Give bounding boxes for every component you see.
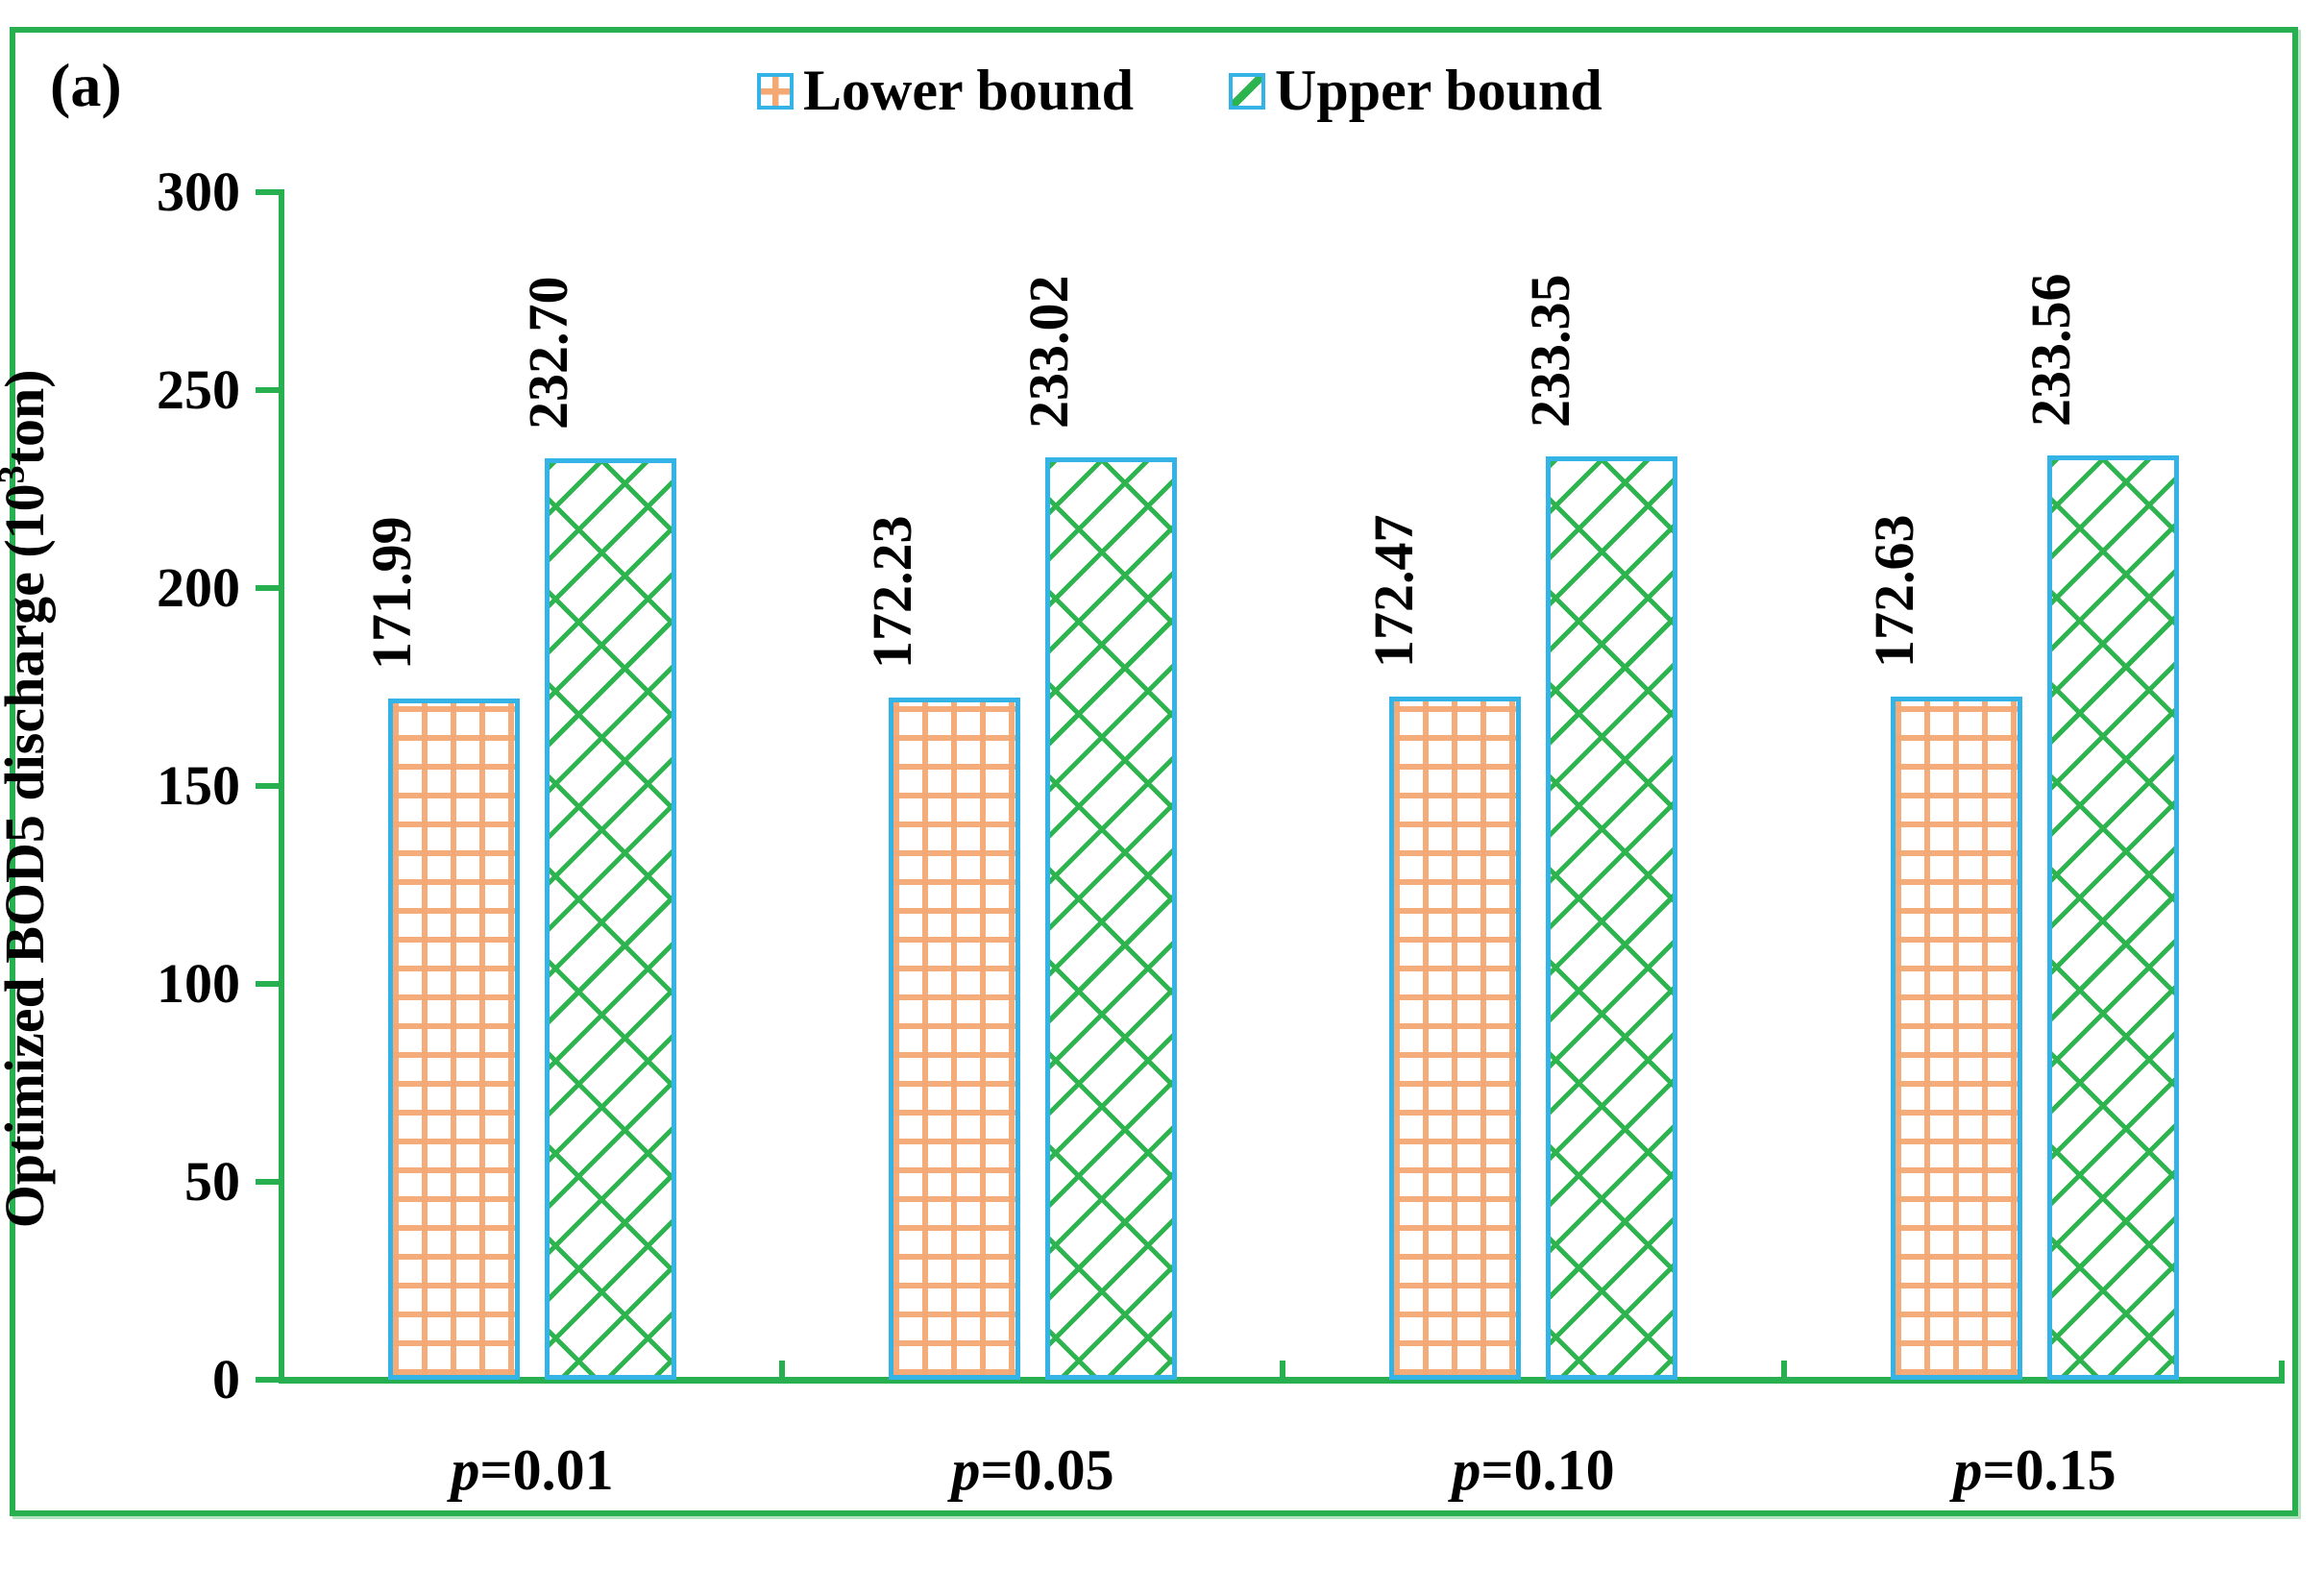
x-category-label: p=0.10 xyxy=(1452,1438,1615,1502)
y-tick-mark xyxy=(256,189,281,195)
bar-value-label: 172.23 xyxy=(861,515,923,670)
bar-value-label: 232.70 xyxy=(517,276,579,430)
legend-label-lower-bound: Lower bound xyxy=(803,59,1135,122)
y-axis-title: Optimized BOD5 discharge (103ton) xyxy=(0,369,56,1228)
y-axis-line xyxy=(279,189,284,1384)
x-category-label: p=0.05 xyxy=(951,1438,1114,1502)
x-tick-mark xyxy=(779,1361,785,1380)
bar-lower-bound-1 xyxy=(388,699,520,1380)
y-tick-label: 0 xyxy=(212,1348,240,1411)
bar-upper-bound-3 xyxy=(1546,456,1677,1380)
orange-grid-swatch-icon xyxy=(757,73,794,110)
bar-upper-bound-4 xyxy=(2047,455,2179,1380)
y-tick-label: 150 xyxy=(157,754,240,817)
y-tick-mark xyxy=(256,981,281,987)
y-tick-mark xyxy=(256,783,281,789)
panel-label: (a) xyxy=(50,51,122,119)
y-tick-label: 50 xyxy=(184,1150,240,1213)
y-tick-mark xyxy=(256,585,281,591)
bar-value-label: 172.47 xyxy=(1362,514,1425,669)
bar-value-label: 233.02 xyxy=(1017,275,1080,429)
y-axis-title-prefix: Optimized BOD5 discharge (10 xyxy=(0,483,56,1229)
figure-border xyxy=(10,27,2298,1516)
x-category-label: p=0.01 xyxy=(451,1438,614,1502)
y-tick-label: 100 xyxy=(157,952,240,1015)
x-category-label: p=0.15 xyxy=(1953,1438,2116,1502)
legend-label-upper-bound: Upper bound xyxy=(1275,59,1602,122)
bar-lower-bound-2 xyxy=(889,698,1020,1380)
legend-entry-upper-bound: Upper bound xyxy=(1229,60,1602,121)
legend-entry-lower-bound: Lower bound xyxy=(757,60,1134,121)
x-tick-mark xyxy=(1280,1361,1285,1380)
bar-value-label: 233.56 xyxy=(2019,273,2082,428)
green-diagonal-swatch-icon xyxy=(1229,73,1265,110)
bar-upper-bound-1 xyxy=(545,458,676,1380)
y-tick-mark xyxy=(256,387,281,393)
x-tick-mark xyxy=(2279,1361,2285,1380)
y-tick-mark xyxy=(256,1179,281,1185)
bar-lower-bound-4 xyxy=(1891,697,2022,1380)
x-tick-mark xyxy=(1781,1361,1787,1380)
y-tick-mark xyxy=(256,1377,281,1383)
y-tick-label: 300 xyxy=(157,160,240,223)
bar-lower-bound-3 xyxy=(1389,697,1521,1380)
bar-upper-bound-2 xyxy=(1045,457,1177,1380)
y-axis-title-superscript: 3 xyxy=(0,465,33,483)
bar-value-label: 233.35 xyxy=(1519,274,1581,429)
y-tick-label: 200 xyxy=(157,556,240,619)
x-axis-line xyxy=(279,1377,2285,1384)
bar-value-label: 171.99 xyxy=(360,516,423,671)
y-tick-label: 250 xyxy=(157,358,240,421)
bar-value-label: 172.63 xyxy=(1863,514,1925,669)
y-axis-title-suffix: ton) xyxy=(0,369,56,466)
